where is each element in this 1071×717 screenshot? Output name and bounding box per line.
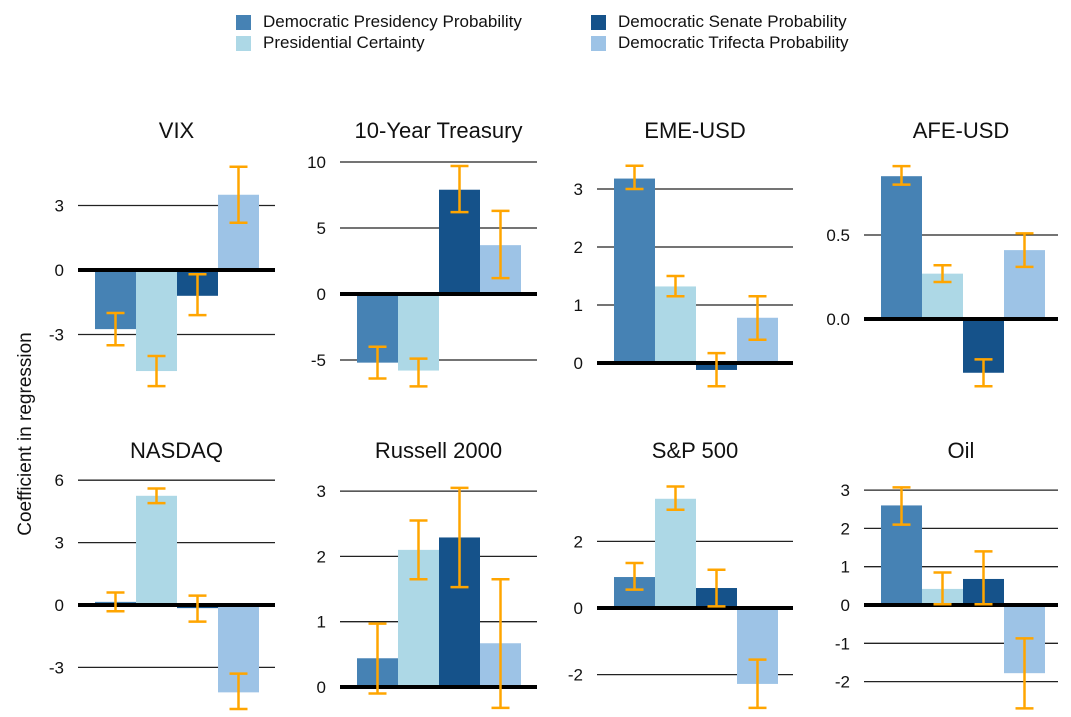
legend-item-senate: Democratic Senate Probability xyxy=(591,12,847,32)
y-tick-label: -2 xyxy=(568,666,583,685)
bar-democratic-presidency-probability xyxy=(614,178,655,363)
error-bar xyxy=(106,311,125,347)
legend-label: Democratic Presidency Probability xyxy=(263,12,522,31)
panel-title: VIX xyxy=(159,118,195,143)
y-tick-label: 1 xyxy=(317,613,326,632)
y-tick-label: 0 xyxy=(841,596,850,615)
bar-presidential-certainty xyxy=(136,270,177,372)
y-tick-label: -1 xyxy=(835,634,850,653)
error-bar xyxy=(748,295,767,342)
error-bar xyxy=(368,622,387,695)
legend-swatch xyxy=(236,35,251,51)
y-tick-label: 0 xyxy=(55,261,64,280)
y-tick-label: 2 xyxy=(841,519,850,538)
panel-title: EME-USD xyxy=(644,118,745,143)
error-bar xyxy=(1015,232,1034,269)
panel-vix: VIX -3 0 3 xyxy=(49,118,275,388)
panel-afe-usd: AFE-USD 0.0 0.5 xyxy=(826,118,1058,388)
y-tick-label: 6 xyxy=(55,471,64,490)
legend-label: Democratic Trifecta Probability xyxy=(618,33,849,52)
legend: Democratic Presidency Probability Presid… xyxy=(236,10,936,58)
y-tick-label: 2 xyxy=(574,238,583,257)
bar-presidential-certainty xyxy=(136,495,177,605)
panel-russell-2000: Russell 2000 0 1 2 3 xyxy=(317,438,537,710)
y-tick-label: 1 xyxy=(841,558,850,577)
y-tick-label: 3 xyxy=(317,482,326,501)
y-tick-label: 0.5 xyxy=(826,226,850,245)
panel-s-p-500: S&P 500 -2 0 2 xyxy=(568,438,793,710)
y-tick-label: -5 xyxy=(311,351,326,370)
error-bar xyxy=(625,164,644,191)
y-tick-label: -3 xyxy=(49,326,64,345)
panel-title: 10-Year Treasury xyxy=(355,118,523,143)
error-bar xyxy=(491,209,510,280)
error-bar xyxy=(409,519,428,581)
error-bar xyxy=(1015,637,1034,710)
y-tick-label: 5 xyxy=(317,219,326,238)
legend-item-certainty: Presidential Certainty xyxy=(236,33,425,53)
y-tick-label: 10 xyxy=(307,153,326,172)
panel-10-year-treasury: 10-Year Treasury -5 0 5 10 xyxy=(307,118,537,388)
error-bar xyxy=(666,485,685,512)
legend-swatch xyxy=(591,35,606,51)
error-bar xyxy=(188,273,207,317)
y-tick-label: 3 xyxy=(841,481,850,500)
panel-oil: Oil -2 -1 0 1 2 3 xyxy=(835,438,1058,710)
error-bar xyxy=(450,486,469,589)
error-bar xyxy=(147,487,166,505)
error-bar xyxy=(707,568,726,608)
error-bar xyxy=(229,165,248,224)
legend-item-trifecta: Democratic Trifecta Probability xyxy=(591,33,849,53)
bar-presidential-certainty xyxy=(655,498,696,608)
error-bar xyxy=(368,345,387,380)
error-bar xyxy=(491,578,510,710)
y-tick-label: 0 xyxy=(55,596,64,615)
legend-item-presidency: Democratic Presidency Probability xyxy=(236,12,522,32)
error-bar xyxy=(147,354,166,388)
error-bar xyxy=(625,561,644,591)
y-tick-label: 0 xyxy=(574,354,583,373)
y-tick-label: 0 xyxy=(317,285,326,304)
y-tick-label: 2 xyxy=(574,532,583,551)
legend-swatch xyxy=(236,14,251,30)
y-tick-label: 2 xyxy=(317,547,326,566)
error-bar xyxy=(974,550,993,606)
error-bar xyxy=(933,571,952,606)
y-tick-label: 3 xyxy=(55,534,64,553)
panel-title: AFE-USD xyxy=(913,118,1010,143)
y-tick-label: 0.0 xyxy=(826,310,850,329)
y-tick-label: 3 xyxy=(574,180,583,199)
bar-democratic-presidency-probability xyxy=(881,176,922,319)
error-bar xyxy=(666,274,685,298)
panel-title: NASDAQ xyxy=(130,438,223,463)
error-bar xyxy=(892,164,911,186)
error-bar xyxy=(106,591,125,613)
legend-label: Presidential Certainty xyxy=(263,33,425,52)
y-tick-label: -2 xyxy=(835,673,850,692)
panel-eme-usd: EME-USD 0 1 2 3 xyxy=(574,118,793,388)
error-bar xyxy=(707,351,726,388)
error-bar xyxy=(974,358,993,388)
error-bar xyxy=(188,594,207,623)
error-bar xyxy=(892,486,911,526)
panel-nasdaq: NASDAQ -3 0 3 6 xyxy=(49,438,275,711)
y-tick-label: -3 xyxy=(49,658,64,677)
y-tick-label: 0 xyxy=(317,678,326,697)
y-tick-label: 3 xyxy=(55,197,64,216)
error-bar xyxy=(450,164,469,214)
error-bar xyxy=(409,357,428,388)
panel-title: Oil xyxy=(948,438,975,463)
panel-title: S&P 500 xyxy=(652,438,738,463)
legend-swatch xyxy=(591,14,606,30)
error-bar xyxy=(748,658,767,710)
error-bar xyxy=(229,672,248,711)
y-tick-label: 0 xyxy=(574,599,583,618)
y-tick-label: 1 xyxy=(574,296,583,315)
bar-presidential-certainty xyxy=(655,286,696,363)
error-bar xyxy=(933,263,952,284)
legend-label: Democratic Senate Probability xyxy=(618,12,847,31)
panel-title: Russell 2000 xyxy=(375,438,502,463)
